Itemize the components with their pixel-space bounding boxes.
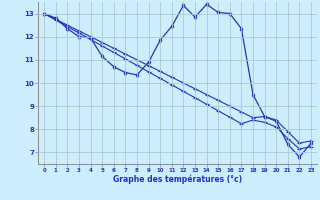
X-axis label: Graphe des températures (°c): Graphe des températures (°c) bbox=[113, 175, 242, 184]
